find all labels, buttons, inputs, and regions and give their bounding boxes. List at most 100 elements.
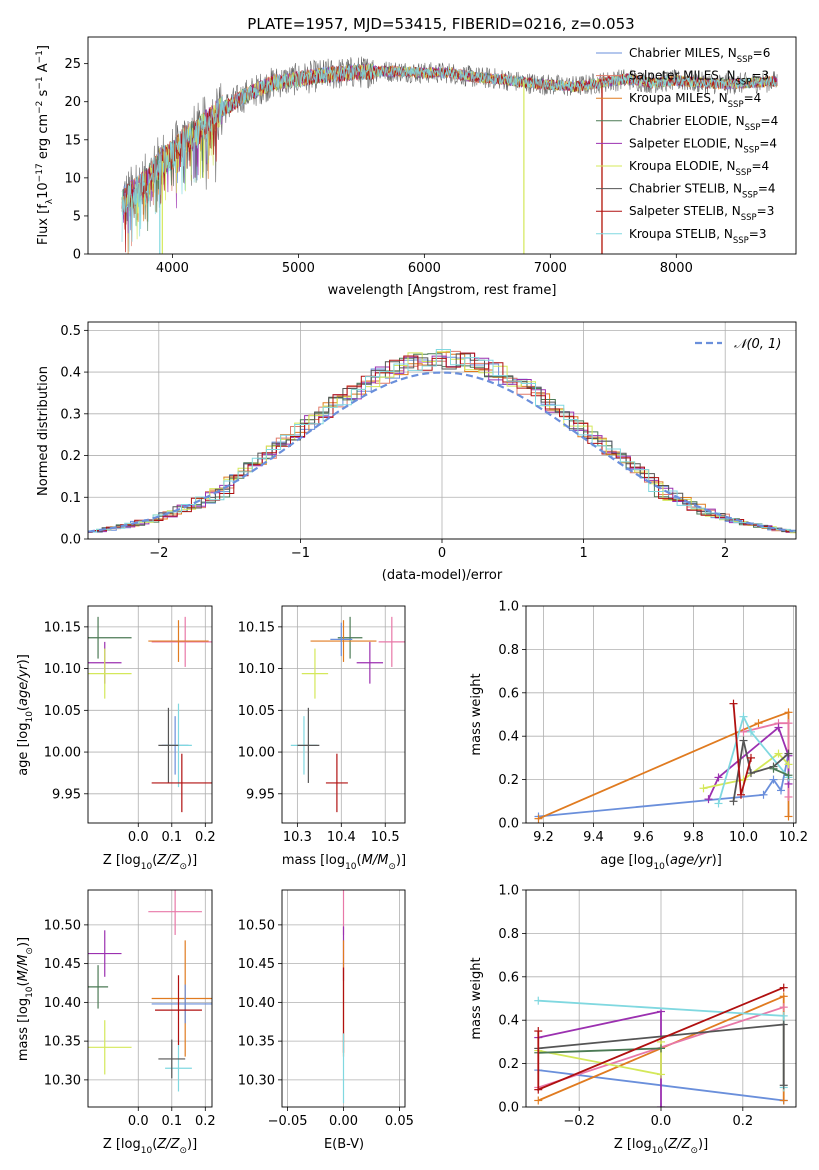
figure-title: PLATE=1957, MJD=53415, FIBERID=0216, z=0… [247,15,634,33]
label-part: 10 [25,711,35,723]
y-axis-label: age [log10(age/yr)] [16,654,35,776]
label-part: Z [log [103,1137,141,1152]
y-tick-label: 10.10 [44,662,81,677]
x-axis-label: E(B-V) [324,1137,364,1152]
data-point [330,622,353,657]
age-vs-mass-panel: 10.3 10.4 10.5 9.95 10.00 10.05 10.10 10.15 mass… [238,605,406,872]
legend-entry: 𝒩(0, 1) [734,337,781,352]
y-tick-label: 10.40 [44,996,81,1011]
legend-name: Chabrier ELODIE, N [629,114,745,128]
y-tick-label: 0.4 [498,1014,519,1029]
label-part: 10 [653,862,665,872]
label-part: Z [log [103,853,141,868]
y-tick-label: 0.8 [498,927,519,942]
legend-sub: SSP [741,213,757,223]
legend-name: Chabrier STELIB, N [629,182,742,196]
label-part: ⊙ [690,1146,698,1156]
mass-weight-vs-age-panel: 9.2 9.4 9.6 9.8 10.0 10.2 0.0 0.2 0.4 0.6 0.8 1.0 ma… [469,600,808,873]
label-part: )] [396,853,406,868]
x-tick-label: 0.2 [732,1114,753,1129]
y-tick-label: 0.3 [60,407,81,422]
x-tick-label: 10.5 [371,830,400,845]
residual-histogram-panel: −2 −1 0 1 2 0.0 0.1 0.2 0.3 0.4 0.5 𝒩(0, 1) (data-mo… [36,321,797,583]
label-part: ] [36,45,51,50]
x-tick-label: 10.3 [283,830,312,845]
data-point [88,965,109,1009]
y-axis-label: Flux [fλ10−17 erg cm−2 s−1 A−1] [35,45,55,245]
plot-area [88,349,796,534]
data-point [151,616,212,667]
legend-name: Salpeter STELIB, N [629,204,741,218]
mass-weight-vs-metallicity-panel: −0.2 0.0 0.2 0.0 0.2 0.4 0.6 0.8 1.0 mass weight Z… [469,884,797,1156]
y-tick-label: 10.00 [44,746,81,761]
legend-entry: Salpeter STELIB, NSSP=3 [629,204,774,223]
y-tick-label: 0.4 [60,366,81,381]
x-tick-label: 0.0 [128,1114,149,1129]
x-axis-label: wavelength [Angstrom, rest frame] [328,283,557,298]
y-tick-label: 0.6 [498,970,519,985]
legend-count: =4 [758,182,776,196]
x-tick-label: 0.0 [128,830,149,845]
legend-sub: SSP [733,236,749,246]
label-part: M/M [362,853,389,868]
y-tick-label: 0.2 [498,773,519,788]
legend-count: =6 [753,46,771,60]
y-tick-label: 0.6 [498,686,519,701]
plot-area [534,699,793,823]
axes-frame [281,889,406,1108]
label-part: mass [log [16,998,31,1061]
y-tick-label: 10.05 [44,704,81,719]
data-point [158,707,179,783]
x-tick-label: 0 [438,546,446,561]
y-tick-label: 10.40 [238,996,275,1011]
legend-sub: SSP [736,168,752,178]
x-tick-label: 0.00 [329,1114,358,1129]
legend-count: =3 [751,69,769,83]
label-part: ( [16,706,31,711]
x-tick-label: 9.2 [533,830,554,845]
y-tick-label: 10.50 [238,918,275,933]
y-tick-label: 0.1 [60,491,81,506]
label-part: A [36,63,51,76]
label-part: )] [16,937,31,947]
x-axis-label: (data-model)/error [382,568,503,583]
label-part: age [log [16,723,31,776]
label-part: λ [45,198,55,204]
label-part: age/yr [16,663,31,706]
y-tick-label: 10.35 [44,1035,81,1050]
x-axis-label: Z [log10(Z/Z⊙)] [103,853,197,872]
mass-vs-ebv-panel: −0.05 0.00 0.05 10.30 10.35 10.40 10.45 10.50 E(… [238,889,414,1152]
x-tick-label: 10.0 [729,830,758,845]
legend-count: =4 [759,136,777,150]
legend-count: =3 [757,204,775,218]
mass-weight-series [717,714,790,804]
y-tick-label: 0.5 [60,324,81,339]
data-point [378,616,405,667]
y-tick-label: 0.0 [498,1101,519,1116]
y-tick-label: 10.35 [238,1035,275,1050]
legend-name: Salpeter ELODIE, N [629,136,743,150]
label-part: )] [187,853,197,868]
x-axis-label: mass [log10(M/M⊙)] [282,853,406,872]
x-axis-label: Z [log10(Z/Z⊙)] [614,1137,708,1156]
y-tick-label: 9.95 [246,787,275,802]
x-tick-label: 9.8 [683,830,704,845]
y-tick-label: 10.45 [238,957,275,972]
label-part: 10 [141,1146,153,1156]
y-tick-label: 10.00 [238,746,275,761]
legend-count: =4 [761,114,779,128]
legend-name: Chabrier MILES, N [629,46,737,60]
y-tick-label: 10.45 [44,957,81,972]
x-tick-label: −0.2 [563,1114,595,1129]
label-part: mass [log [282,853,345,868]
x-tick-label: 9.6 [633,830,654,845]
label-part: mass weight [469,957,484,1039]
legend-entry: Salpeter MILES, NSSP=3 [629,69,769,88]
label-part: Flux [f [36,204,51,245]
label-part: )] [16,654,31,664]
residual-histogram-step [88,349,796,533]
legend-entry: Kroupa MILES, NSSP=4 [629,91,761,110]
label-part: )] [712,853,722,868]
label-part: Z/Z [156,853,180,868]
label-part: 10 [36,182,51,199]
